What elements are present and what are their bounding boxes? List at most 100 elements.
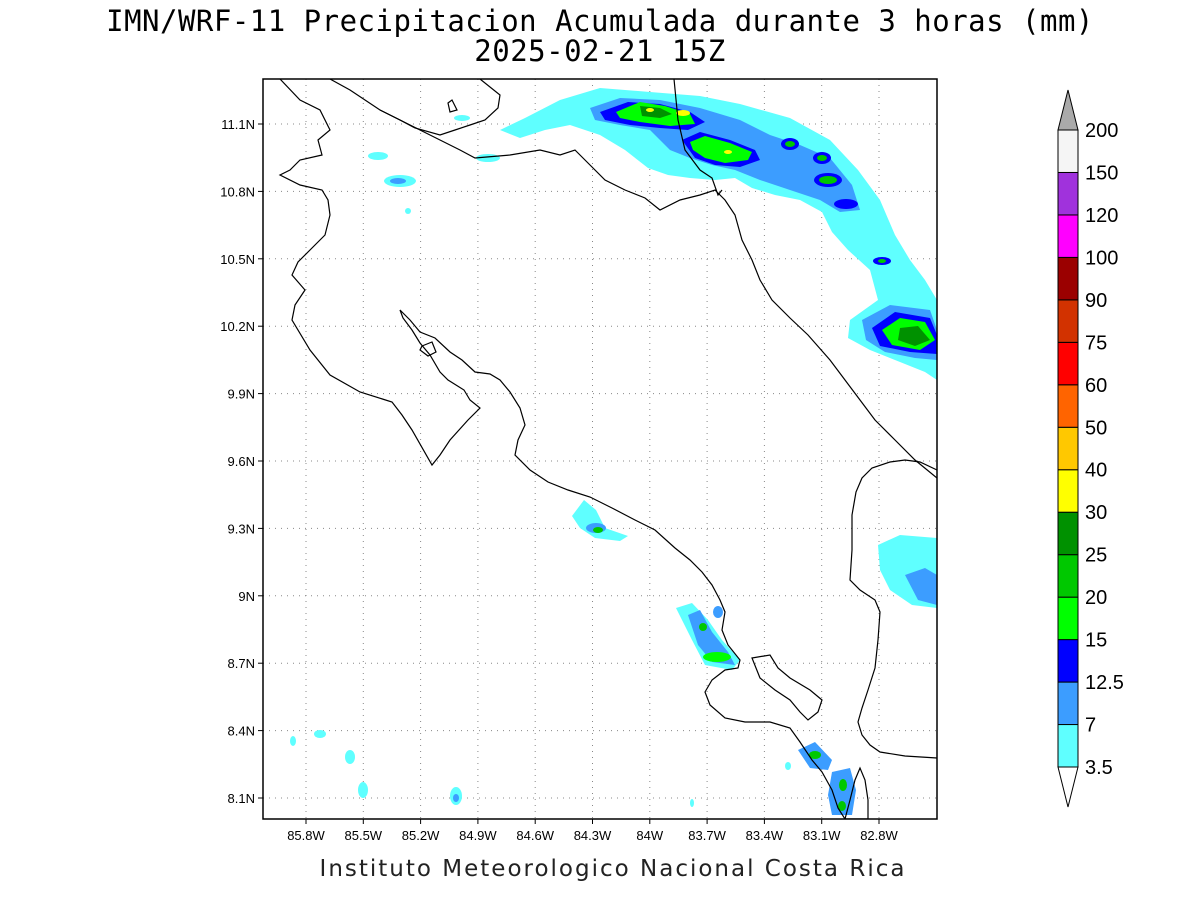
legend-swatch xyxy=(1057,681,1079,726)
legend-swatch xyxy=(1057,511,1079,556)
legend-level-label: 15 xyxy=(1085,630,1107,652)
precip-cell xyxy=(785,141,795,147)
lon-tick-label: 82.8W xyxy=(860,828,898,843)
precip-area-15mm xyxy=(690,136,752,163)
precip-max-30mm xyxy=(646,108,654,112)
precip-cell xyxy=(785,762,791,770)
legend-level-label: 7 xyxy=(1085,715,1096,737)
country-border xyxy=(673,79,723,197)
legend-swatch xyxy=(1057,639,1079,683)
lat-tick-label: 10.5N xyxy=(220,252,255,267)
legend-swatch xyxy=(1057,596,1079,641)
precip-max-30mm xyxy=(724,150,732,154)
legend-swatch xyxy=(1057,129,1079,173)
precip-cell xyxy=(817,155,827,161)
precip-cell xyxy=(454,115,470,121)
legend-swatch xyxy=(1057,426,1079,471)
lat-tick-label: 10.2N xyxy=(220,319,255,334)
lon-tick-label: 85.5W xyxy=(345,828,383,843)
legend-swatch xyxy=(1057,171,1079,216)
precip-cell xyxy=(572,500,628,541)
lon-tick-label: 83.1W xyxy=(803,828,841,843)
precip-cell xyxy=(405,208,411,214)
legend-level-label: 60 xyxy=(1085,375,1107,397)
legend-level-label: 150 xyxy=(1085,162,1118,184)
map-frame xyxy=(262,78,938,820)
footer-institution: Instituto Meteorologico Nacional Costa R… xyxy=(319,856,907,882)
legend-level-label: 20 xyxy=(1085,587,1107,609)
lon-tick-label: 83.7W xyxy=(688,828,726,843)
precip-cell xyxy=(838,801,846,811)
precip-cell xyxy=(358,782,368,798)
precip-cell xyxy=(834,199,858,209)
color-legend: 3.5 7 12.5 15 20 25 30 40 50 60 75 90 100 120 150 200 xyxy=(1057,89,1124,808)
precip-cell xyxy=(898,326,930,346)
legend-swatch xyxy=(1057,214,1079,258)
legend-level-label: 75 xyxy=(1085,332,1107,354)
precip-cell xyxy=(368,152,388,160)
legend-level-label: 12.5 xyxy=(1085,672,1124,694)
lat-tick-label: 11.1N xyxy=(221,117,255,132)
precip-cell xyxy=(809,751,821,759)
legend-level-label: 25 xyxy=(1085,545,1107,567)
lat-tick-label: 9.3N xyxy=(228,521,255,536)
island-outline xyxy=(447,99,458,113)
legend-level-label: 120 xyxy=(1085,205,1118,227)
precip-cell xyxy=(699,623,707,631)
precip-cell xyxy=(314,730,326,738)
legend-swatch xyxy=(1057,724,1079,768)
precip-cell xyxy=(453,794,459,802)
lat-tick-label: 8.7N xyxy=(228,656,255,671)
lon-tick-label: 84.6W xyxy=(516,828,554,843)
legend-swatch xyxy=(1057,554,1079,598)
precip-cell xyxy=(819,176,837,184)
legend-level-label: 40 xyxy=(1085,460,1107,482)
precip-cell xyxy=(390,178,406,184)
precip-cell xyxy=(290,736,296,746)
precip-cell xyxy=(690,799,694,807)
legend-swatch xyxy=(1057,299,1079,343)
precip-cell xyxy=(703,652,731,662)
osa-peninsula-coast xyxy=(751,654,823,721)
lon-tick-label: 85.2W xyxy=(402,828,440,843)
lake-outline xyxy=(419,341,437,357)
lat-tick-label: 8.1N xyxy=(228,791,255,806)
burica-coast xyxy=(844,766,869,819)
precip-cell xyxy=(905,568,937,605)
precipitation-shading xyxy=(290,88,937,815)
lat-tick-label: 9N xyxy=(238,589,255,604)
map-subtitle-datetime: 2025-02-21 15Z xyxy=(474,34,726,68)
map-title: IMN/WRF-11 Precipitacion Acumulada duran… xyxy=(106,4,1094,38)
latitude-axis: 11.1N 10.8N 10.5N 10.2N 9.9N 9.6N 9.3N 9N 8.7N 8.… xyxy=(220,117,263,806)
legend-level-label: 30 xyxy=(1085,502,1107,524)
lon-tick-label: 84.3W xyxy=(574,828,612,843)
legend-swatch xyxy=(1057,256,1079,301)
precip-cell xyxy=(878,259,886,263)
lon-tick-label: 83.4W xyxy=(746,828,784,843)
legend-level-label: 90 xyxy=(1085,290,1107,312)
legend-overflow-triangle xyxy=(1057,89,1079,131)
legend-swatch xyxy=(1057,341,1079,386)
legend-swatch xyxy=(1057,469,1079,513)
lat-tick-label: 9.9N xyxy=(228,387,255,402)
precip-cell xyxy=(839,779,847,791)
precip-max-30mm xyxy=(676,110,690,116)
legend-level-label: 3.5 xyxy=(1085,757,1113,779)
precip-cell xyxy=(688,610,735,665)
panama-coast xyxy=(849,459,937,759)
lon-tick-label: 84.9W xyxy=(459,828,497,843)
precip-cell xyxy=(713,606,723,618)
coastlines xyxy=(278,79,937,819)
coast-inner-gulf xyxy=(379,79,501,136)
precip-cell xyxy=(345,750,355,764)
precip-cell xyxy=(593,527,603,533)
legend-level-label: 200 xyxy=(1085,120,1118,142)
lon-tick-label: 84W xyxy=(636,828,663,843)
lat-tick-label: 9.6N xyxy=(228,454,255,469)
lake-nicaragua-shore xyxy=(329,79,937,479)
pacific-coastline xyxy=(278,79,846,819)
longitude-axis: 85.8W 85.5W 85.2W 84.9W 84.6W 84.3W 84W 83.7W 83… xyxy=(287,819,899,843)
legend-level-label: 100 xyxy=(1085,247,1118,269)
legend-swatch xyxy=(1057,384,1079,428)
